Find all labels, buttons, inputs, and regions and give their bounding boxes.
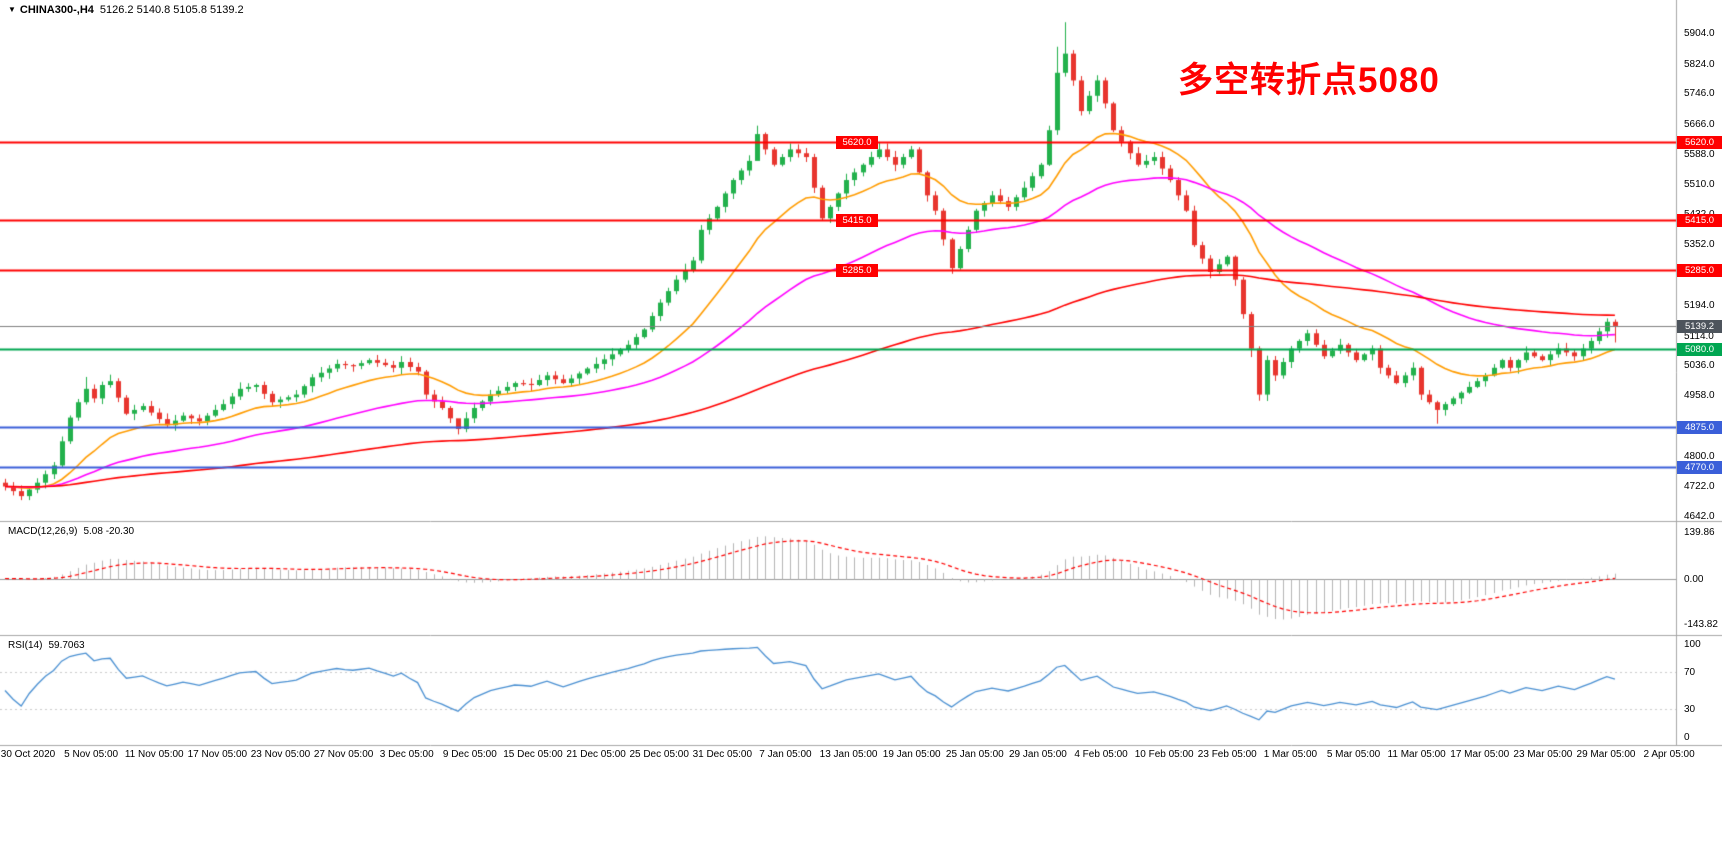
chart-canvas[interactable] [0,0,1722,842]
trading-chart-window: ▼ CHINA300-,H4 5126.2 5140.8 5105.8 5139.2… [0,0,1722,842]
